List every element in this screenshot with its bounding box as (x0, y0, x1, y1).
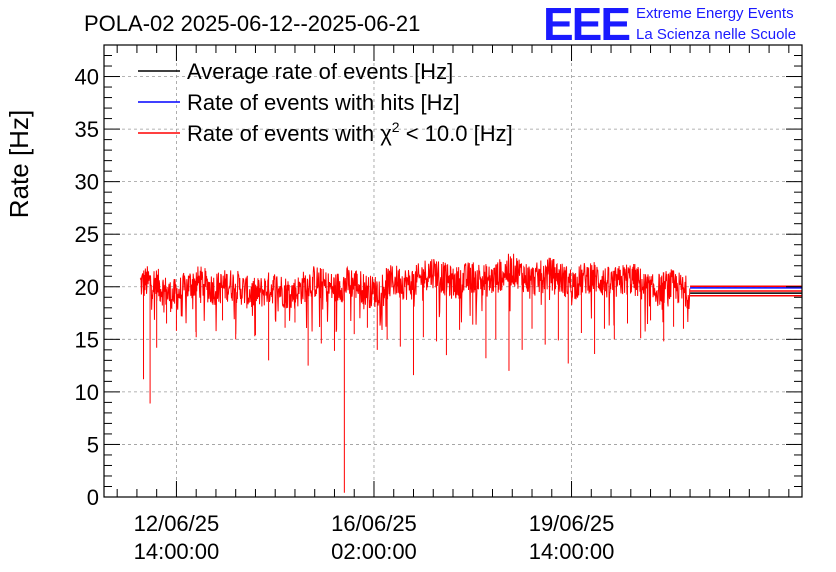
y-tick-label: 15 (75, 327, 99, 352)
legend-label-hits: Rate of events with hits [Hz] (187, 90, 460, 115)
y-tick-label: 35 (75, 117, 99, 142)
x-tick-label-time: 02:00:00 (331, 539, 417, 564)
logo-line2: La Scienza nelle Scuole (636, 26, 796, 43)
x-tick-label-time: 14:00:00 (134, 539, 220, 564)
y-tick-label: 0 (87, 485, 99, 510)
logo-line1: Extreme Energy Events (636, 5, 794, 22)
y-tick-label: 25 (75, 222, 99, 247)
logo-mark: EEE (543, 0, 629, 50)
series-layer (139, 253, 802, 493)
x-tick-label-date: 19/06/25 (529, 511, 615, 536)
x-axis: 12/06/25 14:00:00 16/06/25 02:00:00 19/06/25… (116, 45, 790, 564)
chi2-rate-series (139, 253, 691, 493)
x-tick-label-date: 16/06/25 (331, 511, 417, 536)
eee-logo: EEE Extreme Energy Events La Scienza nel… (543, 0, 796, 50)
y-tick-label: 40 (75, 65, 99, 90)
y-tick-label: 20 (75, 275, 99, 300)
y-tick-label: 5 (87, 432, 99, 457)
x-tick-label-time: 14:00:00 (529, 539, 615, 564)
chart-title: POLA-02 2025-06-12--2025-06-21 (84, 11, 420, 36)
y-tick-label: 10 (75, 380, 99, 405)
y-tick-label: 30 (75, 170, 99, 195)
legend: Average rate of events [Hz] Rate of even… (138, 59, 513, 146)
x-tick-label-date: 12/06/25 (134, 511, 220, 536)
legend-label-average: Average rate of events [Hz] (187, 59, 453, 84)
legend-label-chi2: Rate of events with χ2 < 10.0 [Hz] (187, 119, 513, 146)
y-axis-label: Rate [Hz] (4, 110, 34, 218)
